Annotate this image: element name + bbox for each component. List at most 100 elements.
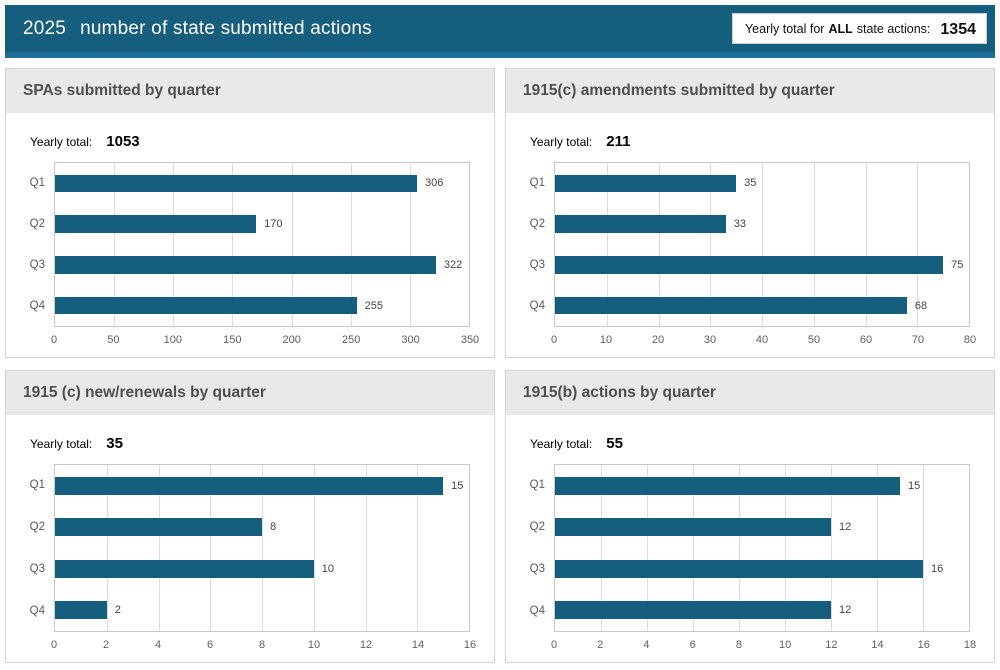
gridline — [658, 163, 660, 326]
x-tick-label: 4 — [154, 639, 162, 651]
bar-q2[interactable] — [55, 215, 257, 233]
panel-title: SPAs submitted by quarter — [23, 82, 221, 99]
bar-q1[interactable] — [55, 476, 444, 495]
bar-row: 35 — [555, 163, 969, 204]
gridline — [173, 163, 175, 326]
x-tick-label: 350 — [460, 334, 480, 346]
bar-value-label: 68 — [914, 299, 928, 312]
bar-q3[interactable] — [555, 559, 923, 578]
bar-row: 16 — [555, 548, 969, 590]
bar-q2[interactable] — [555, 215, 726, 233]
gridline — [350, 163, 352, 326]
gridline — [762, 163, 763, 326]
bar-value-label: 2 — [114, 604, 121, 617]
yearly-total-value: 211 — [606, 133, 631, 150]
gridline — [106, 465, 108, 631]
gridline — [291, 163, 293, 326]
gridline — [830, 465, 832, 631]
x-tick-label: 4 — [643, 639, 650, 651]
x-tick-label: 0 — [50, 639, 58, 651]
x-tick-label: 2 — [102, 639, 110, 651]
yearly-total-row: Yearly total: 35 — [30, 435, 470, 452]
bar-q1[interactable] — [555, 174, 737, 193]
bar-value-label: 12 — [838, 521, 852, 534]
category-label: Q2 — [29, 217, 45, 230]
x-axis: 0 2 4 6 8 10 12 14 16 — [50, 632, 476, 654]
bar-q3[interactable] — [55, 559, 314, 578]
bar-value-label: 33 — [733, 218, 747, 231]
bar-q4[interactable] — [555, 296, 907, 315]
gridline — [365, 465, 367, 631]
bar-row: 75 — [555, 245, 969, 286]
bar-q1[interactable] — [55, 174, 417, 193]
bar-q3[interactable] — [555, 256, 944, 274]
panel-body: Yearly total: 35 Q1 Q2 Q3 Q4 15 8 10 2 0 2 4 6 8 10 12… — [6, 415, 494, 662]
x-tick-label: 12 — [825, 639, 838, 651]
gridline — [785, 465, 786, 631]
category-label: Q2 — [529, 521, 545, 533]
x-tick-label: 10 — [778, 639, 792, 651]
x-tick-label: 6 — [689, 639, 696, 651]
bar-row: 2 — [55, 590, 469, 632]
bar-q4[interactable] — [55, 601, 107, 620]
bar-row: 255 — [55, 285, 469, 326]
gridline — [606, 163, 608, 326]
category-label: Q4 — [529, 605, 545, 617]
panel-header: 1915(c) amendments submitted by quarter — [506, 69, 994, 113]
panel-title: 1915 (c) new/renewals by quarter — [23, 384, 266, 401]
category-axis: Q1 Q2 Q3 Q4 — [518, 464, 554, 632]
gridline — [313, 465, 315, 631]
x-tick-label: 8 — [735, 639, 742, 651]
bar-q2[interactable] — [555, 518, 831, 537]
yearly-total-label: Yearly total: — [530, 437, 593, 451]
bar-value-label: 322 — [443, 258, 463, 271]
yearly-total-all-badge: Yearly total for ALL state actions: 1354 — [731, 13, 987, 44]
x-tick-label: 150 — [223, 334, 242, 346]
yearly-total-row: Yearly total: 211 — [530, 133, 970, 150]
category-label: Q1 — [529, 479, 545, 491]
bar-value-label: 75 — [951, 258, 964, 271]
gridline — [923, 465, 924, 631]
category-label: Q3 — [529, 563, 545, 575]
panel-spas-submitted: SPAs submitted by quarter Yearly total: … — [5, 68, 495, 358]
yearly-total-label: Yearly total: — [30, 135, 93, 149]
panel-body: Yearly total: 1053 Q1 Q2 Q3 Q4 306 170 322 255 0… — [6, 113, 494, 357]
bar-chart: Q1 Q2 Q3 Q4 15 8 10 2 0 2 4 6 8 10 12 14 16 — [18, 464, 476, 654]
x-tick-label: 18 — [963, 639, 977, 651]
category-label: Q3 — [29, 563, 45, 575]
plot-area: 15 8 10 2 — [54, 464, 470, 632]
gridline — [232, 163, 234, 326]
bar-row: 12 — [555, 507, 969, 549]
badge-bold-word: ALL — [828, 22, 853, 36]
page-title: 2025 number of state submitted actions — [23, 18, 372, 40]
x-tick-label: 16 — [463, 639, 477, 651]
gridline — [813, 163, 815, 326]
gridline — [739, 465, 740, 631]
bar-value-label: 255 — [364, 299, 383, 312]
yearly-total-row: Yearly total: 1053 — [30, 133, 470, 150]
bar-q4[interactable] — [55, 296, 357, 315]
x-axis: 0 50 100 150 200 250 300 350 — [51, 327, 479, 349]
x-tick-label: 14 — [871, 639, 884, 651]
x-tick-label: 80 — [963, 334, 977, 346]
gridline — [692, 465, 694, 631]
bar-value-label: 170 — [264, 218, 283, 231]
bar-q3[interactable] — [55, 256, 436, 274]
gridline — [647, 465, 648, 631]
category-label: Q4 — [529, 300, 545, 313]
panel-title: 1915(b) actions by quarter — [523, 384, 716, 401]
gridline — [409, 163, 411, 326]
bar-q1[interactable] — [555, 476, 900, 495]
header-banner: 2025 number of state submitted actions Y… — [5, 5, 995, 58]
bar-q2[interactable] — [55, 518, 262, 537]
x-tick-label: 50 — [807, 334, 821, 346]
panel-1915c-amendments: 1915(c) amendments submitted by quarter … — [505, 68, 995, 358]
bar-value-label: 35 — [744, 177, 757, 190]
bar-row: 170 — [55, 204, 469, 245]
panel-1915b-actions: 1915(b) actions by quarter Yearly total:… — [505, 370, 995, 663]
bar-q4[interactable] — [555, 601, 831, 620]
bar-row: 68 — [555, 285, 969, 326]
category-axis: Q1 Q2 Q3 Q4 — [18, 162, 54, 327]
bar-row: 8 — [55, 507, 469, 549]
